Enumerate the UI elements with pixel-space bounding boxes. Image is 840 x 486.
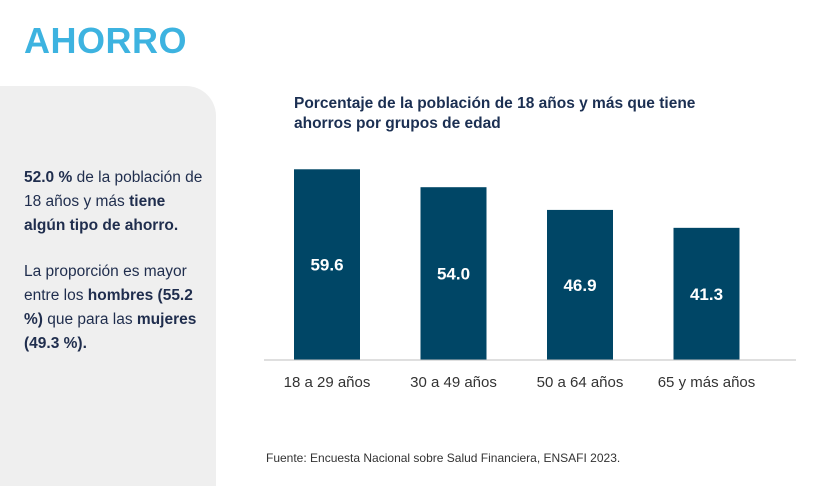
bar-30-a-49-a-os [420, 187, 487, 360]
bar-chart: 59.6 54.0 46.9 41.3 18 a 29 años 30 a 49 año… [264, 169, 796, 391]
bar-50-a-64-a-os [547, 209, 613, 360]
chart-title: Porcentaje de la población de 18 años y … [294, 95, 696, 132]
bar-value-label: 41.3 [690, 285, 723, 304]
total-description: de la población de 18 años y más [24, 169, 203, 210]
women-highlight: mujeres (49.3 %). [24, 311, 197, 352]
page-title: AHORRO [24, 20, 187, 61]
bar-18-a-29-a-os [294, 169, 360, 360]
sex-connector: que para las [42, 311, 137, 328]
bar-value-label: 46.9 [563, 276, 596, 295]
bar-value-label: 54.0 [437, 265, 470, 284]
bar-65-y-m-s-a-os [673, 227, 740, 360]
x-tick-label: 65 y más años [658, 374, 756, 391]
bars-group: 59.6 54.0 46.9 41.3 [294, 169, 740, 360]
side-panel [0, 86, 216, 486]
source-note: Fuente: Encuesta Nacional sobre Salud Fi… [266, 451, 621, 465]
summary-text: 52.0 % de la población de 18 años y más … [24, 166, 204, 356]
x-tick-label: 18 a 29 años [284, 374, 371, 391]
summary-paragraph-total: 52.0 % de la población de 18 años y más … [24, 166, 204, 238]
total-percentage: 52.0 % [24, 169, 73, 186]
summary-paragraph-sex: La proporción es mayor entre los hombres… [24, 260, 204, 356]
x-tick-label: 50 a 64 años [537, 374, 624, 391]
x-tick-label: 30 a 49 años [410, 374, 497, 391]
men-highlight: hombres (55.2 %) [24, 287, 193, 328]
bar-value-label: 59.6 [310, 256, 343, 275]
tick-labels-group: 18 a 29 años 30 a 49 años 50 a 64 años 65 y… [284, 374, 756, 391]
sex-description: La proporción es mayor entre los [24, 263, 187, 304]
total-highlight: tiene algún tipo de ahorro. [24, 193, 179, 234]
